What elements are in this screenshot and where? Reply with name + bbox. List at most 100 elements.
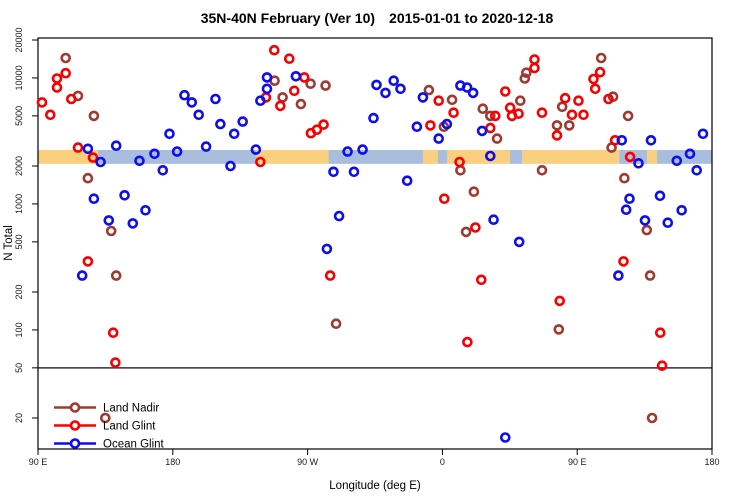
- coast-band-land-segment: [256, 149, 329, 164]
- data-point-land-nadir: [491, 133, 503, 144]
- data-point-ocean-glint: [461, 82, 473, 93]
- y-tick-label: 20000: [14, 27, 24, 52]
- legend-item-land-glint: Land Glint: [54, 420, 156, 433]
- data-point-land-glint: [573, 95, 584, 106]
- coast-band-ocean-segment: [509, 149, 523, 164]
- data-point-ocean-glint: [157, 165, 169, 176]
- legend-item-land-nadir: Land Nadir: [54, 402, 159, 415]
- data-point-land-nadir: [88, 110, 100, 122]
- data-point-land-nadir: [305, 78, 316, 89]
- data-point-land-glint: [554, 295, 566, 307]
- data-point-ocean-glint: [624, 193, 635, 204]
- data-point-land-glint: [559, 92, 571, 104]
- legend: Land Nadir Land Glint Ocean Glint: [54, 402, 165, 451]
- data-point-land-glint: [438, 193, 450, 204]
- data-point-land-glint: [110, 357, 121, 368]
- data-point-ocean-glint: [691, 165, 703, 176]
- data-point-ocean-glint: [380, 87, 391, 99]
- data-point-ocean-glint: [513, 236, 525, 248]
- data-point-land-nadir: [423, 84, 435, 96]
- data-point-ocean-glint: [476, 125, 488, 137]
- data-point-ocean-glint: [321, 243, 333, 255]
- data-point-ocean-glint: [110, 140, 122, 151]
- y-tick-label: 100: [14, 322, 24, 337]
- data-point-land-glint: [566, 109, 578, 121]
- page-title: 35N-40N February (Ver 10) 2015-01-01 to 2…: [201, 10, 554, 26]
- data-point-ocean-glint: [467, 87, 479, 99]
- legend-label-ocean-glint: Ocean Glint: [103, 439, 165, 451]
- data-point-land-glint: [448, 107, 459, 118]
- data-point-land-nadir: [446, 94, 458, 106]
- x-tick-label: 90 E: [568, 457, 587, 467]
- land-nadir-marker-icon: [69, 402, 81, 413]
- data-point-land-glint: [594, 66, 606, 78]
- legend-item-ocean-glint: Ocean Glint: [54, 438, 165, 451]
- data-point-land-nadir: [330, 318, 342, 330]
- y-tick-label: 1000: [14, 194, 24, 214]
- data-point-land-glint: [274, 100, 286, 112]
- data-point-ocean-glint: [261, 83, 273, 95]
- y-tick-label: 10000: [14, 65, 24, 90]
- data-point-ocean-glint: [342, 146, 353, 157]
- data-point-ocean-glint: [82, 143, 94, 155]
- data-point-land-glint: [529, 54, 540, 65]
- data-point-land-glint: [425, 120, 436, 131]
- data-point-land-nadir: [519, 73, 531, 84]
- data-point-ocean-glint: [620, 204, 632, 215]
- data-point-land-nadir: [646, 412, 658, 424]
- data-point-ocean-glint: [261, 72, 273, 83]
- data-point-land-glint: [551, 130, 563, 141]
- data-point-ocean-glint: [371, 79, 382, 91]
- coast-band-land-segment: [647, 149, 658, 164]
- data-point-ocean-glint: [179, 89, 190, 101]
- data-point-land-glint: [255, 156, 266, 168]
- data-point-land-nadir: [553, 324, 565, 335]
- data-point-land-nadir: [277, 92, 288, 103]
- data-point-land-glint: [499, 86, 511, 97]
- title-range: 35N-40N February (Ver 10): [201, 10, 375, 26]
- data-point-ocean-glint: [134, 155, 145, 167]
- data-point-ocean-glint: [76, 270, 88, 281]
- y-axis-title: N Total: [3, 225, 15, 261]
- data-point-land-glint: [44, 109, 56, 121]
- data-point-ocean-glint: [88, 193, 100, 204]
- data-point-ocean-glint: [119, 190, 130, 201]
- x-tick-label: 0: [440, 457, 445, 467]
- data-point-land-nadir: [595, 52, 607, 64]
- data-point-ocean-glint: [676, 205, 688, 216]
- data-point-ocean-glint: [210, 93, 221, 105]
- data-point-land-nadir: [295, 98, 307, 110]
- data-point-ocean-glint: [441, 118, 453, 130]
- data-point-ocean-glint: [499, 432, 511, 443]
- data-point-land-glint: [36, 97, 48, 108]
- data-point-ocean-glint: [127, 218, 139, 229]
- data-point-land-nadir: [556, 101, 568, 113]
- data-point-ocean-glint: [171, 146, 183, 157]
- y-tick-label: 500: [14, 234, 24, 249]
- data-point-ocean-glint: [639, 215, 651, 226]
- data-point-land-nadir: [514, 95, 526, 106]
- data-point-ocean-glint: [237, 116, 248, 127]
- plot-frame: [37, 37, 713, 450]
- data-point-land-glint: [311, 124, 323, 135]
- ocean-glint-marker-icon: [69, 438, 81, 449]
- data-point-land-nadir: [484, 110, 496, 122]
- data-point-ocean-glint: [149, 148, 160, 160]
- coast-band-ocean-segment: [437, 149, 448, 164]
- data-point-ocean-glint: [645, 135, 657, 146]
- land-glint-marker-icon: [69, 420, 81, 431]
- data-point-land-glint: [324, 270, 336, 281]
- x-tick-label: 90 W: [297, 457, 319, 467]
- data-point-land-glint: [82, 256, 94, 267]
- data-point-ocean-glint: [164, 128, 175, 140]
- data-point-land-glint: [489, 110, 501, 122]
- y-tick-label: 200: [14, 284, 24, 299]
- data-point-ocean-glint: [328, 166, 339, 178]
- x-axis-title: Longitude (deg E): [329, 480, 421, 492]
- data-point-land-nadir: [455, 165, 466, 176]
- plot-area: 90 E 180 90 W 0 90 E 180 20000 10000 5000 2000 100…: [14, 27, 720, 467]
- data-point-land-glint: [618, 256, 629, 267]
- x-tick-label: 180: [704, 457, 719, 467]
- data-point-land-glint: [504, 102, 516, 113]
